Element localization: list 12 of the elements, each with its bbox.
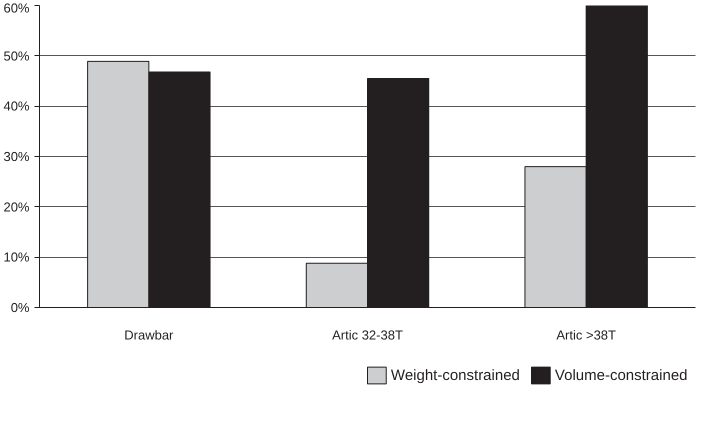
legend-label: Volume-constrained bbox=[554, 367, 688, 384]
y-tick-label: 50% bbox=[3, 48, 30, 64]
y-tick-label: 30% bbox=[3, 149, 30, 164]
x-tick-label: Drawbar bbox=[124, 328, 174, 342]
y-tick-label: 0% bbox=[10, 300, 30, 315]
y-tick-label: 60% bbox=[3, 0, 30, 16]
y-tick-label: 20% bbox=[3, 199, 30, 214]
x-tick-label: Artic 32-38T bbox=[332, 328, 403, 342]
y-tick-label: 40% bbox=[3, 98, 30, 114]
y-tick-label: 10% bbox=[3, 250, 30, 265]
x-tick-label: Artic >38T bbox=[556, 328, 616, 342]
legend-label: Weight-constrained bbox=[390, 367, 520, 384]
